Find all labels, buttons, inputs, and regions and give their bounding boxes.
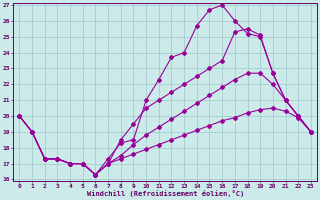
X-axis label: Windchill (Refroidissement éolien,°C): Windchill (Refroidissement éolien,°C) xyxy=(86,190,244,197)
